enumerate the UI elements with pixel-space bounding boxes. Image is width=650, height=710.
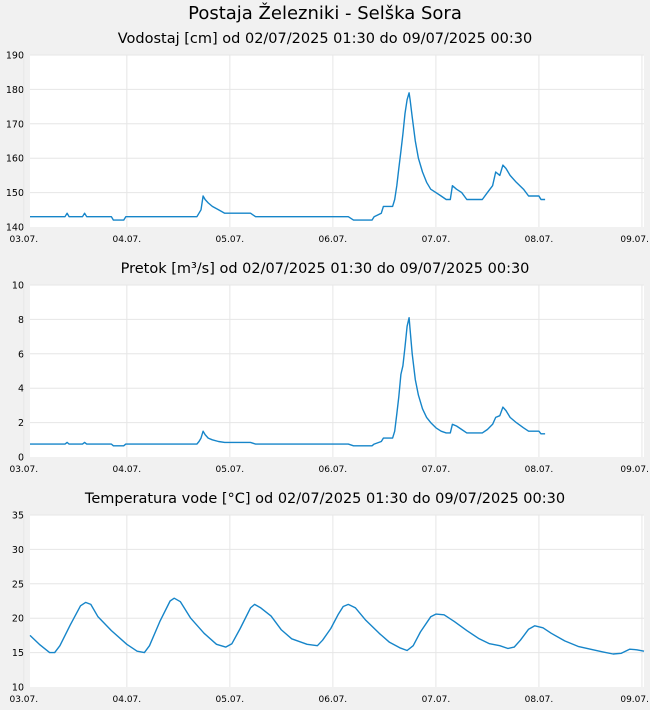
water-level-plot-area <box>30 55 644 227</box>
discharge-y-tick-label: 2 <box>18 418 24 429</box>
water-level-y-tick-label: 170 <box>6 119 24 130</box>
discharge-series-line <box>30 317 546 447</box>
discharge-y-tick-label: 6 <box>18 349 24 360</box>
discharge-y-tick-label: 8 <box>18 315 24 326</box>
water-level-y-tick-label: 150 <box>6 188 24 199</box>
discharge-x-tick-label: 07.07. <box>422 465 451 475</box>
water-temperature-y-tick-label: 35 <box>12 511 24 522</box>
water-temperature-x-tick-label: 09.07. <box>620 695 649 705</box>
water-temperature-y-tick-label: 15 <box>12 648 24 659</box>
water-level-y-tick-label: 160 <box>6 154 24 165</box>
water-temperature-x-tick-label: 08.07. <box>525 695 554 705</box>
water-level-x-tick-label: 09.07. <box>620 235 649 245</box>
water-temperature-plot-area <box>30 515 644 687</box>
discharge-x-tick-label: 06.07. <box>319 465 348 475</box>
discharge-x-tick-label: 05.07. <box>216 465 245 475</box>
water-temperature-y-tick-label: 30 <box>12 545 24 556</box>
chart-title-discharge: Pretok [m³/s] od 02/07/2025 01:30 do 09/… <box>120 261 530 277</box>
water-temperature-x-tick-label: 05.07. <box>216 695 245 705</box>
water-level-y-tick-label: 190 <box>6 51 24 62</box>
water-temperature-y-tick-label: 20 <box>12 614 24 625</box>
water-level-series-line <box>30 92 546 221</box>
chart-title-water-level: Vodostaj [cm] od 02/07/2025 01:30 do 09/… <box>117 31 533 47</box>
water-level-x-tick-label: 07.07. <box>422 235 451 245</box>
discharge-x-tick-label: 09.07. <box>620 465 649 475</box>
water-level-x-tick-label: 03.07. <box>9 235 38 245</box>
discharge-y-tick-label: 4 <box>18 384 24 395</box>
discharge-x-tick-label: 08.07. <box>525 465 554 475</box>
water-temperature-x-tick-label: 03.07. <box>9 695 38 705</box>
discharge-plot-area <box>30 285 644 457</box>
discharge-x-tick-label: 03.07. <box>9 465 38 475</box>
water-level-x-tick-label: 08.07. <box>525 235 554 245</box>
water-level-x-tick-label: 06.07. <box>319 235 348 245</box>
discharge-x-tick-label: 04.07. <box>113 465 142 475</box>
chart-title-water-temperature: Temperatura vode [°C] od 02/07/2025 01:3… <box>84 491 566 507</box>
water-temperature-y-tick-label: 25 <box>12 579 24 590</box>
page-title: Postaja Železniki - Selška Sora <box>188 3 462 24</box>
discharge-y-tick-label: 0 <box>18 453 24 464</box>
water-level-x-tick-label: 04.07. <box>113 235 142 245</box>
water-level-y-tick-label: 140 <box>6 223 24 234</box>
water-temperature-series-line <box>29 597 645 655</box>
water-level-y-tick-label: 180 <box>6 85 24 96</box>
water-temperature-x-tick-label: 04.07. <box>113 695 142 705</box>
water-temperature-x-tick-label: 06.07. <box>319 695 348 705</box>
water-temperature-y-tick-label: 10 <box>12 683 24 694</box>
discharge-y-tick-label: 10 <box>12 281 24 292</box>
water-temperature-x-tick-label: 07.07. <box>422 695 451 705</box>
water-level-x-tick-label: 05.07. <box>216 235 245 245</box>
